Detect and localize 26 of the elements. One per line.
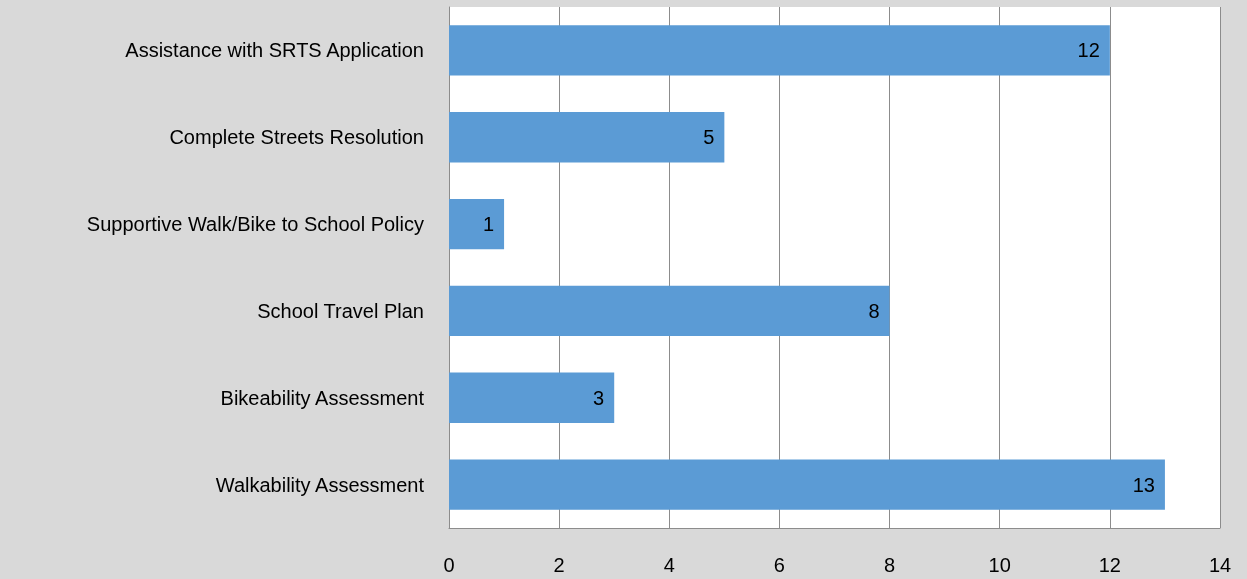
data-label: 8 [868,299,880,322]
y-tick-label: School Travel Plan [257,299,424,322]
bar [449,285,890,337]
data-label: 5 [703,126,715,149]
bar [449,112,725,163]
x-tick-label: 4 [663,554,675,576]
y-tick-label: Assistance with SRTS Application [125,39,424,62]
x-tick-label: 12 [1098,554,1121,576]
y-tick-label: Bikeability Assessment [220,386,425,409]
x-tick-label: 10 [988,554,1011,576]
y-tick-label: Walkability Assessment [215,473,425,496]
x-tick-label: 6 [773,554,785,576]
x-tick-label: 0 [443,554,455,576]
x-tick-label: 8 [884,554,896,576]
data-label: 3 [593,386,605,409]
data-label: 12 [1077,39,1100,62]
bar [449,25,1110,76]
x-tick-label: 14 [1208,554,1232,576]
data-label: 1 [482,213,495,236]
bar [449,459,1165,510]
y-tick-label: Complete Streets Resolution [169,126,424,149]
bar [449,198,505,250]
y-tick-label: Supportive Walk/Bike to School Policy [86,213,424,236]
data-label: 13 [1132,473,1155,496]
bar [449,372,615,423]
x-tick-label: 2 [553,554,565,576]
